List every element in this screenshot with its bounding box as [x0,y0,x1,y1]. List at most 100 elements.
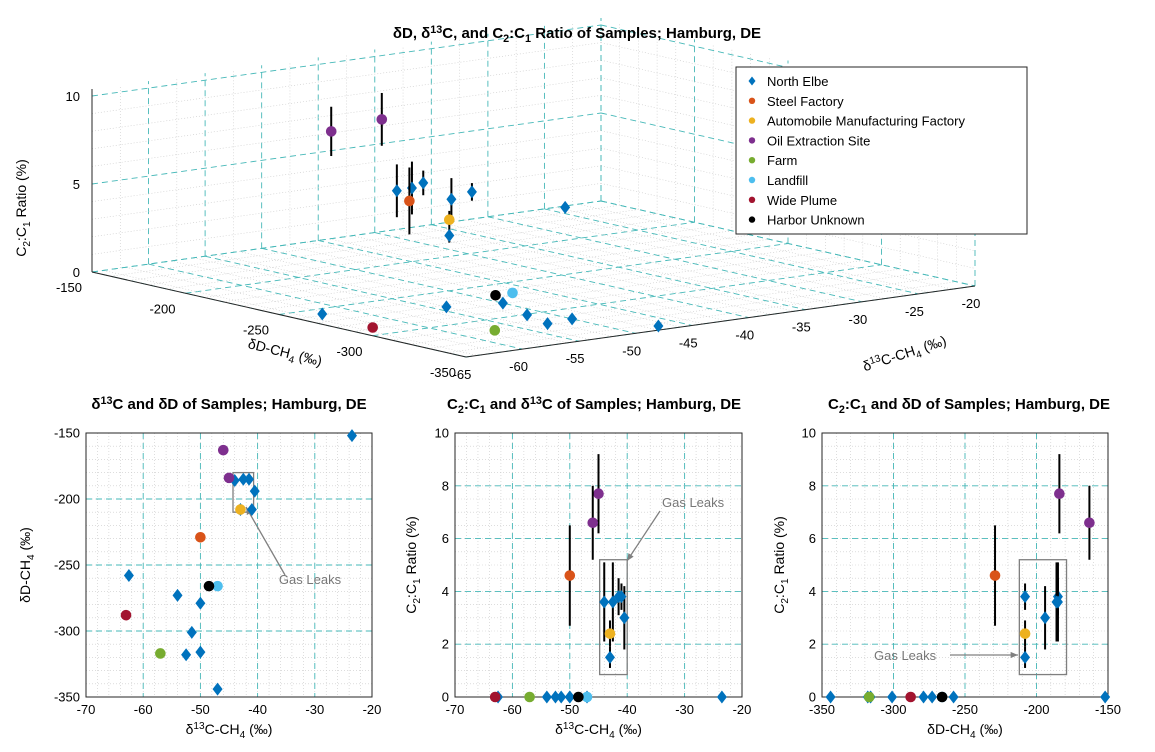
data-point [1051,595,1062,609]
y-axis-line [465,285,976,358]
y-tick-label: -35 [792,320,811,335]
data-point [446,192,457,206]
floor-grid-line [306,241,681,328]
chart-p1: -70 -60 -50 -40 -30 -20 -350 -300 -250 -200 -150 Ga… [17,395,381,741]
legend-marker [748,117,756,124]
floor-grid-line [110,204,620,277]
floor-grid-line [238,251,614,337]
x-axis-label: δD-CH4 (‰) [927,721,1003,741]
floor-grid-line [578,203,953,290]
legend-marker [748,137,756,144]
floor-grid-line [431,224,806,311]
data-point [195,645,206,659]
wall-grid-line [600,183,976,269]
plot-frame [454,432,743,698]
y-tick-label: -20 [962,296,981,311]
data-point [936,691,948,703]
y-tick-label: -250 [54,558,80,573]
data-point [444,214,455,225]
wall-grid-line [600,165,976,252]
data-point [887,690,898,704]
x-tick-label: -40 [248,702,267,717]
floor-grid-line [352,235,727,322]
data-point [581,691,593,703]
legend-box [735,66,1028,235]
data-point [653,319,664,333]
data-point [249,484,260,498]
floor-grid-line [148,213,658,286]
data-point [593,488,604,500]
floor-grid-line [316,251,826,324]
data-point [1084,517,1095,529]
x-tick-label: -30 [305,702,324,717]
y-tick-label: -150 [54,426,80,441]
y-axis-label: C2:C1 Ratio (%) [771,516,791,614]
floor-grid-line [284,244,659,331]
data-point [607,595,618,609]
data-point [1020,650,1031,664]
data-point [573,691,584,703]
z-tick-label: 10 [66,89,80,104]
floor-grid-line [555,207,930,293]
data-point [376,114,388,125]
wall-grid-line [600,42,976,128]
wall-grid-line [600,200,976,287]
x-tick-label: -200 [1023,702,1049,717]
y-tick-label: 0 [809,690,816,705]
data-point [1040,611,1051,625]
x-tick-label: -250 [243,323,269,338]
legend-label: Landfill [767,173,808,188]
plot-frame [821,432,1109,698]
x-tick-label: -300 [336,344,362,359]
floor-grid-line [533,210,908,296]
floor-grid-line [447,281,957,354]
data-point [507,287,518,299]
legend-marker [748,216,756,223]
chart-title: δD, δ13C, and C2:C1 Ratio of Samples; Ha… [393,24,761,45]
data-point [560,200,571,214]
data-point [123,569,134,583]
data-point [203,580,215,592]
data-point [181,648,192,662]
wall-grid-line [600,95,976,181]
legend-label: North Elbe [767,74,828,89]
y-tick-label: 6 [809,531,816,546]
legend-marker [748,176,756,184]
data-point [1100,690,1111,704]
floor-grid-line [391,268,901,341]
data-point [238,472,249,486]
data-point [246,503,257,517]
y-tick-label: 0 [442,690,449,705]
y-tick-label: -55 [566,351,585,366]
floor-grid-line [129,209,639,281]
legend-label: Farm [767,153,797,168]
x-tick-label: -20 [733,702,752,717]
data-point [441,300,452,314]
y-tick-label: -30 [848,312,867,327]
data-point [716,690,727,704]
data-point [317,307,328,321]
legend-label: Harbor Unknown [767,213,865,228]
z-tick-label: 5 [73,177,80,192]
floor-grid-line [185,221,695,294]
data-point [604,628,616,639]
data-point [489,325,501,336]
x-tick-label: -60 [503,702,522,717]
y-tick-label: -350 [54,690,80,705]
arrow-head [1010,651,1018,659]
data-point [927,690,938,704]
legend-marker [748,76,756,86]
y-axis-label: δD-CH4 (‰) [17,527,37,603]
y-tick-label: -65 [453,367,472,382]
data-point [244,472,255,486]
legend-label: Automobile Manufacturing Factory [767,114,965,129]
y-tick-label: 8 [442,478,449,493]
floor-grid-line [318,240,693,326]
y-axis-label: C2:C1 Ratio (%) [403,516,423,614]
annotation-label: Gas Leaks [279,572,342,587]
y-tick-label: -40 [735,328,754,343]
data-point [195,531,206,543]
data-point [404,195,415,207]
floor-grid-line [335,255,845,328]
chart-title: C2:C1 and δ13C of Samples; Hamburg, DE [447,395,741,416]
